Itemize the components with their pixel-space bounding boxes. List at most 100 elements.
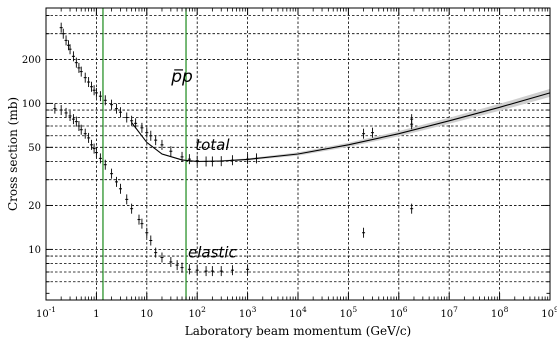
y-tick-label: 200 <box>22 55 41 66</box>
total-data-point <box>160 139 164 150</box>
total-data-point <box>187 154 191 165</box>
total-data-point <box>246 154 250 165</box>
total-data-point <box>125 112 129 123</box>
total-data-point <box>77 62 81 73</box>
elastic-data-point <box>90 139 94 150</box>
total-data-point <box>103 95 107 106</box>
elastic-data-point <box>149 235 153 246</box>
elastic-data-point <box>79 124 83 135</box>
elastic-data-point <box>92 143 96 154</box>
total-fit-band <box>131 88 550 163</box>
elastic-data-point <box>145 227 149 238</box>
x-tick-label: 10 <box>140 309 153 320</box>
elastic-data-point <box>219 266 223 277</box>
total-data-point <box>94 87 98 98</box>
y-tick-label: 50 <box>28 143 41 154</box>
total-data-point <box>67 40 71 51</box>
total-data-point <box>71 51 75 62</box>
elastic-data-point <box>175 260 179 271</box>
total-data-point <box>370 127 374 138</box>
elastic-data-point <box>87 132 91 143</box>
elastic-data-point <box>195 265 199 276</box>
total-data-point <box>92 85 96 96</box>
elastic-data-point <box>130 203 134 214</box>
elastic-data-point <box>160 252 164 263</box>
y-tick-label: 10 <box>28 245 41 256</box>
elastic-data-point <box>71 114 75 125</box>
total-data-point <box>180 151 184 162</box>
total-data-point <box>154 135 158 146</box>
x-tick-label: 10-1 <box>36 305 56 320</box>
elastic-data-point <box>246 264 250 275</box>
total-data-point <box>59 22 63 33</box>
elastic-data-point <box>362 227 366 238</box>
elastic-data-point <box>187 264 191 275</box>
x-tick-label: 1 <box>93 309 99 320</box>
tick-label-layer: 10-1 1 10 102 103 104 105 106 107 108 109 10 20 50 100… <box>22 55 557 320</box>
data-point-layer <box>53 22 414 277</box>
elastic-data-point <box>204 266 208 277</box>
total-data-point <box>74 57 78 68</box>
x-tick-label: 107 <box>440 305 458 320</box>
total-data-point <box>114 103 118 114</box>
elastic-data-point <box>53 103 57 114</box>
total-data-point <box>149 130 153 141</box>
total-data-point <box>145 127 149 138</box>
total-data-point <box>79 66 83 77</box>
elastic-data-point <box>169 256 173 267</box>
elastic-data-point <box>154 247 158 258</box>
elastic-data-point <box>83 128 87 139</box>
elastic-data-point <box>114 176 118 187</box>
total-data-point <box>130 115 134 126</box>
total-data-point <box>110 99 114 110</box>
x-tick-label: 106 <box>390 305 408 320</box>
total-data-point <box>68 44 72 55</box>
total-data-point <box>230 155 234 166</box>
total-data-point <box>61 28 65 39</box>
total-data-point <box>118 107 122 118</box>
elastic-data-point <box>118 183 122 194</box>
total-data-point <box>87 77 91 88</box>
elastic-data-point <box>137 214 141 225</box>
total-data-point <box>362 128 366 139</box>
elastic-data-point <box>98 153 102 164</box>
chart-annotation: elastic <box>188 243 237 261</box>
elastic-data-point <box>110 168 114 179</box>
total-data-point <box>195 155 199 166</box>
x-axis-title: Laboratory beam momentum (GeV/c) <box>185 324 411 338</box>
y-axis-title: Cross section (mb) <box>6 97 20 211</box>
total-data-point <box>169 146 173 157</box>
elastic-data-point <box>74 116 78 127</box>
tick-layer <box>45 8 551 300</box>
x-tick-label: 109 <box>541 305 557 320</box>
total-data-point <box>98 91 102 102</box>
y-tick-label: 20 <box>28 201 41 212</box>
elastic-data-point <box>103 159 107 170</box>
x-tick-label: 104 <box>289 305 307 320</box>
chart-annotation: total <box>195 136 230 154</box>
x-tick-label: 102 <box>188 305 206 320</box>
elastic-data-point <box>125 194 129 205</box>
elastic-data-point <box>64 107 68 118</box>
total-data-point <box>210 156 214 167</box>
x-tick-label: 105 <box>340 305 358 320</box>
total-data-point <box>90 81 94 92</box>
elastic-data-point <box>77 120 81 131</box>
elastic-data-point <box>140 218 144 229</box>
total-data-point <box>134 118 138 129</box>
x-tick-label: 108 <box>491 305 509 320</box>
annotation-layer: p̅p total elastic <box>170 67 237 261</box>
total-data-point <box>254 153 258 164</box>
total-data-point <box>140 122 144 133</box>
elastic-data-point <box>94 147 98 158</box>
y-tick-label: 100 <box>22 99 41 110</box>
total-data-point <box>83 72 87 83</box>
total-data-point <box>410 114 414 125</box>
x-tick-label: 103 <box>239 305 257 320</box>
total-data-point <box>204 156 208 167</box>
total-data-point <box>219 156 223 167</box>
elastic-data-point <box>410 203 414 214</box>
elastic-data-point <box>230 265 234 276</box>
elastic-data-point <box>59 105 63 116</box>
